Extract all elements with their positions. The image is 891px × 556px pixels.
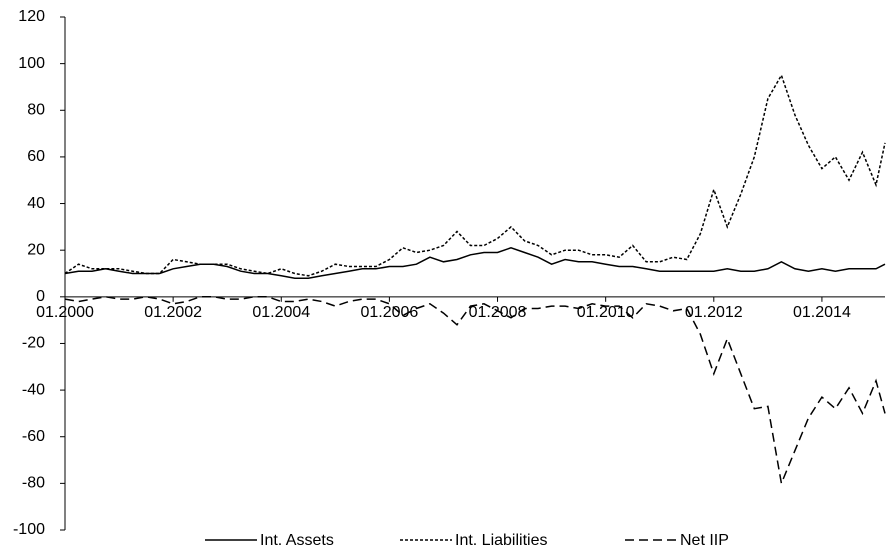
y-tick-label: 80 <box>27 101 45 118</box>
series-line <box>64 296 886 487</box>
x-tick-label: 01.2008 <box>469 304 527 321</box>
x-tick-label: 01.2012 <box>685 304 743 321</box>
y-tick-label: 120 <box>18 8 45 25</box>
y-tick-label: -20 <box>22 335 45 352</box>
series-line <box>64 247 886 279</box>
series-line <box>64 73 886 277</box>
x-tick-label: 01.2000 <box>36 304 94 321</box>
y-tick-label: 0 <box>36 288 45 305</box>
legend-label: Int. Assets <box>260 532 334 549</box>
x-tick-label: 01.2014 <box>793 304 851 321</box>
x-tick-label: 01.2006 <box>360 304 418 321</box>
y-tick-label: -100 <box>13 521 45 538</box>
y-tick-label: 20 <box>27 241 45 258</box>
y-tick-label: -60 <box>22 428 45 445</box>
y-tick-label: -80 <box>22 475 45 492</box>
x-tick-label: 01.2002 <box>144 304 202 321</box>
y-tick-label: 100 <box>18 55 45 72</box>
x-tick-label: 01.2010 <box>577 304 635 321</box>
y-tick-label: -40 <box>22 381 45 398</box>
y-tick-label: 60 <box>27 148 45 165</box>
legend-label: Net IIP <box>680 532 729 549</box>
legend-label: Int. Liabilities <box>455 532 548 549</box>
x-tick-label: 01.2004 <box>252 304 310 321</box>
y-tick-label: 40 <box>27 195 45 212</box>
